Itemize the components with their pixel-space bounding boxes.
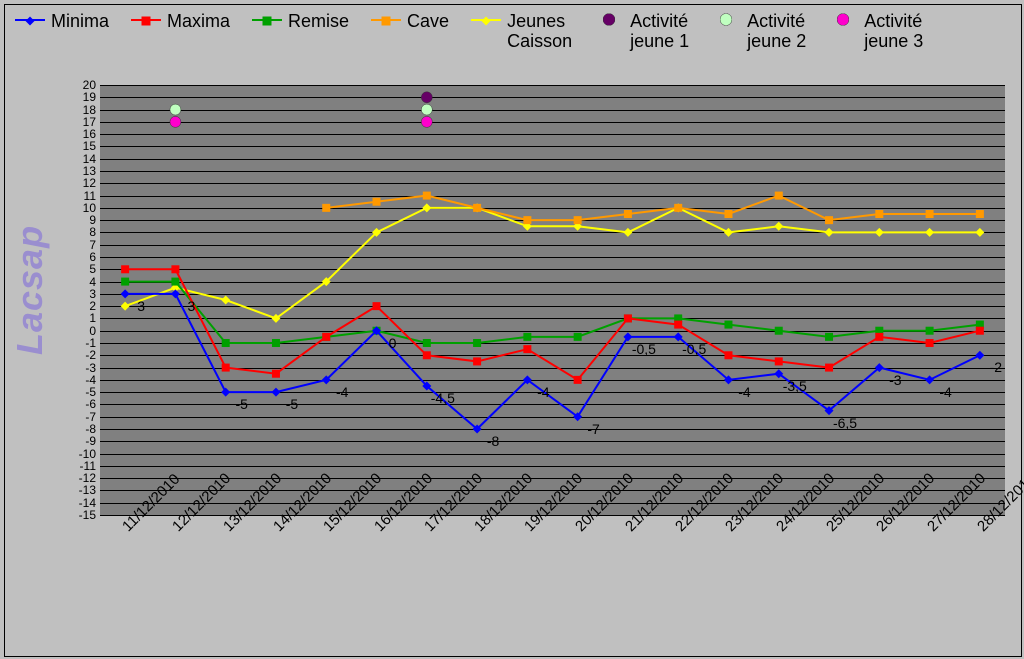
y-tick-label: 19 — [83, 90, 96, 104]
series-act1 — [100, 85, 1005, 515]
y-tick-label: 2 — [89, 299, 96, 313]
legend-item: Minima — [15, 11, 109, 31]
legend-swatch — [594, 11, 624, 29]
y-tick-label: -14 — [79, 496, 96, 510]
legend: Minima Maxima Remise Cave JeunesCaisson Activ… — [5, 11, 1021, 71]
y-tick-label: -3 — [85, 361, 96, 375]
y-tick-label: 8 — [89, 225, 96, 239]
y-tick-label: -11 — [80, 459, 96, 473]
legend-label: Cave — [407, 11, 449, 31]
y-tick-label: -7 — [85, 410, 96, 424]
y-tick-label: -2 — [85, 348, 96, 362]
legend-label: Minima — [51, 11, 109, 31]
y-tick-label: 20 — [83, 78, 96, 92]
legend-item: Cave — [371, 11, 449, 31]
y-tick-label: 1 — [89, 311, 96, 325]
legend-label: Activitéjeune 2 — [747, 11, 806, 51]
legend-swatch — [131, 11, 161, 29]
y-tick-label: -12 — [79, 471, 96, 485]
y-axis-label: Lacsap — [9, 225, 51, 355]
y-tick-label: 3 — [89, 287, 96, 301]
y-tick-label: 16 — [83, 127, 96, 141]
legend-label: Remise — [288, 11, 349, 31]
y-tick-label: -6 — [85, 397, 96, 411]
y-tick-label: 11 — [84, 189, 96, 203]
y-tick-label: 17 — [83, 115, 96, 129]
y-tick-label: 10 — [83, 201, 96, 215]
chart-frame: Minima Maxima Remise Cave JeunesCaisson Activ… — [4, 4, 1022, 657]
legend-swatch — [828, 11, 858, 29]
y-tick-label: 12 — [83, 176, 96, 190]
legend-item: Activitéjeune 2 — [711, 11, 806, 51]
legend-item: Maxima — [131, 11, 230, 31]
legend-label: Maxima — [167, 11, 230, 31]
legend-swatch — [15, 11, 45, 29]
y-tick-label: 13 — [83, 164, 96, 178]
y-tick-label: 9 — [89, 213, 96, 227]
y-tick-label: -1 — [85, 336, 96, 350]
legend-swatch — [711, 11, 741, 29]
legend-swatch — [471, 11, 501, 29]
legend-item: Remise — [252, 11, 349, 31]
y-tick-label: 14 — [83, 152, 96, 166]
legend-item: Activitéjeune 1 — [594, 11, 689, 51]
plot-area: -15-14-13-12-11-10-9-8-7-6-5-4-3-2-10123… — [100, 85, 1005, 515]
y-tick-label: 5 — [89, 262, 96, 276]
legend-item: JeunesCaisson — [471, 11, 572, 51]
y-tick-label: 15 — [83, 139, 96, 153]
y-tick-label: 7 — [89, 238, 96, 252]
y-tick-label: -15 — [79, 508, 96, 522]
y-tick-label: 6 — [89, 250, 96, 264]
y-tick-label: -13 — [79, 483, 96, 497]
legend-item: Activitéjeune 3 — [828, 11, 923, 51]
legend-swatch — [371, 11, 401, 29]
y-tick-label: -9 — [85, 434, 96, 448]
y-tick-label: 18 — [83, 103, 96, 117]
legend-label: Activitéjeune 3 — [864, 11, 923, 51]
y-tick-label: -10 — [79, 447, 96, 461]
y-tick-label: -8 — [85, 422, 96, 436]
y-tick-label: 0 — [89, 324, 96, 338]
legend-swatch — [252, 11, 282, 29]
y-tick-label: -5 — [85, 385, 96, 399]
y-tick-label: 4 — [89, 275, 96, 289]
legend-label: JeunesCaisson — [507, 11, 572, 51]
legend-label: Activitéjeune 1 — [630, 11, 689, 51]
y-tick-label: -4 — [85, 373, 96, 387]
